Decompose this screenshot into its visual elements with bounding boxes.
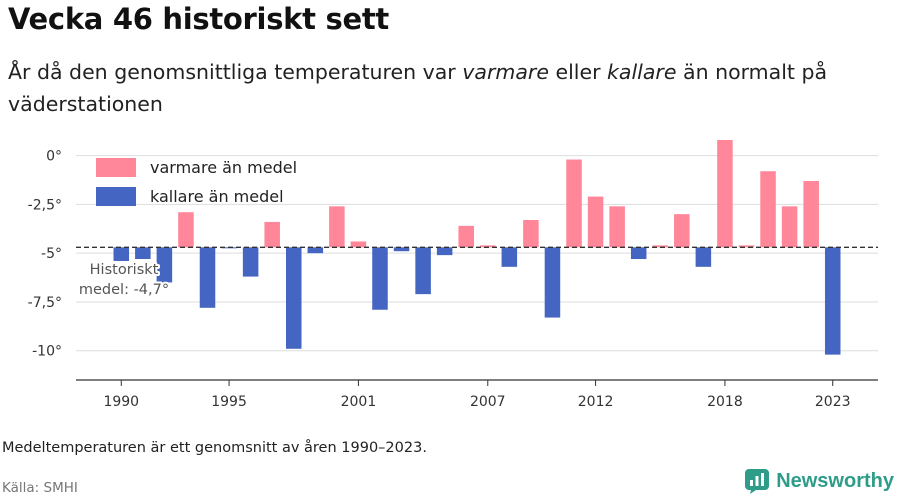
subtitle-part: eller	[548, 60, 608, 84]
warm-bar	[738, 245, 755, 248]
legend-label-cold: kallare än medel	[150, 187, 284, 206]
warm-bar	[652, 245, 669, 248]
legend-swatch-warm	[96, 158, 136, 177]
subtitle-warm-word: varmare	[462, 60, 549, 84]
warm-bar	[609, 206, 625, 248]
warm-bar	[350, 241, 367, 248]
cold-bar	[436, 247, 453, 256]
cold-bar	[113, 247, 130, 261]
warm-bar	[523, 220, 539, 248]
x-tick-label: 2012	[578, 394, 614, 410]
cold-bar	[501, 247, 518, 267]
y-tick-label: -10°	[32, 344, 62, 360]
gridlines	[76, 155, 878, 352]
y-tick-label: -5°	[41, 246, 62, 262]
warm-bar	[178, 212, 194, 248]
subtitle-part: än normalt på väderstationen	[8, 60, 828, 116]
baseline-label: medel: -4,7°	[79, 282, 169, 298]
subtitle-part: År då den genomsnittliga temperaturen va…	[8, 60, 463, 84]
footnote: Medeltemperaturen är ett genomsnitt av å…	[2, 440, 427, 456]
source-text: Källa: SMHI	[2, 480, 78, 496]
cold-bar	[393, 247, 410, 252]
x-axis: 1990 1995 2001 2007 2012 2018 2023	[76, 379, 878, 410]
cold-bar	[285, 247, 302, 349]
warm-bar	[566, 159, 582, 248]
x-tick-label: 2001	[341, 394, 377, 410]
cold-bar	[544, 247, 561, 318]
legend-label-warm: varmare än medel	[150, 158, 297, 177]
subtitle-cold-word: kallare	[607, 60, 677, 84]
y-tick-label: 0°	[46, 149, 62, 165]
y-tick-label: -7,5°	[28, 295, 62, 311]
cold-bar	[415, 247, 431, 295]
newsworthy-icon	[745, 469, 770, 494]
legend: varmare än medel kallare än medel	[96, 158, 297, 206]
cold-bar	[242, 247, 259, 277]
warm-bar	[717, 140, 733, 248]
warm-bar	[458, 225, 474, 248]
warm-bar	[480, 245, 496, 248]
x-tick-label: 2018	[707, 394, 743, 410]
x-tick-label: 2007	[470, 394, 506, 410]
legend-swatch-cold	[96, 187, 136, 206]
cold-bar	[199, 247, 216, 308]
chart-title: Vecka 46 historiskt sett	[8, 2, 389, 36]
bar-chart: 0°-2,5°-5°-7,5°-10° HistorisktHistoriskt…	[28, 140, 878, 410]
warm-bar	[329, 206, 345, 248]
brand-logo: Newsworthy	[744, 468, 894, 494]
y-axis-labels: 0° -2,5° -5° -7,5° -10°	[28, 149, 62, 360]
warm-bar	[587, 196, 604, 248]
baseline-label: Historiskt	[90, 262, 159, 278]
x-tick-label: 2023	[815, 394, 851, 410]
y-tick-label: -2,5°	[28, 197, 62, 213]
cold-bar	[372, 247, 388, 310]
warm-bar	[781, 206, 798, 248]
brand-name: Newsworthy	[776, 469, 894, 492]
cold-bar	[135, 247, 151, 260]
cold-bar	[156, 247, 173, 283]
cold-bar	[824, 247, 841, 355]
chart-subtitle: År då den genomsnittliga temperaturen va…	[8, 56, 868, 120]
x-tick-label: 1995	[211, 394, 247, 410]
bars	[113, 140, 841, 355]
warm-bar	[803, 180, 819, 248]
warm-bar	[760, 171, 776, 248]
baseline-label-halo: Historiskt	[90, 262, 159, 278]
cold-bar	[307, 247, 324, 254]
warm-bar	[674, 214, 690, 248]
x-tick-label: 1990	[103, 394, 139, 410]
baseline-label-halo: medel: -4,7°	[79, 282, 169, 298]
cold-bar	[630, 247, 647, 260]
warm-bar	[264, 221, 280, 248]
cold-bar	[695, 247, 712, 267]
